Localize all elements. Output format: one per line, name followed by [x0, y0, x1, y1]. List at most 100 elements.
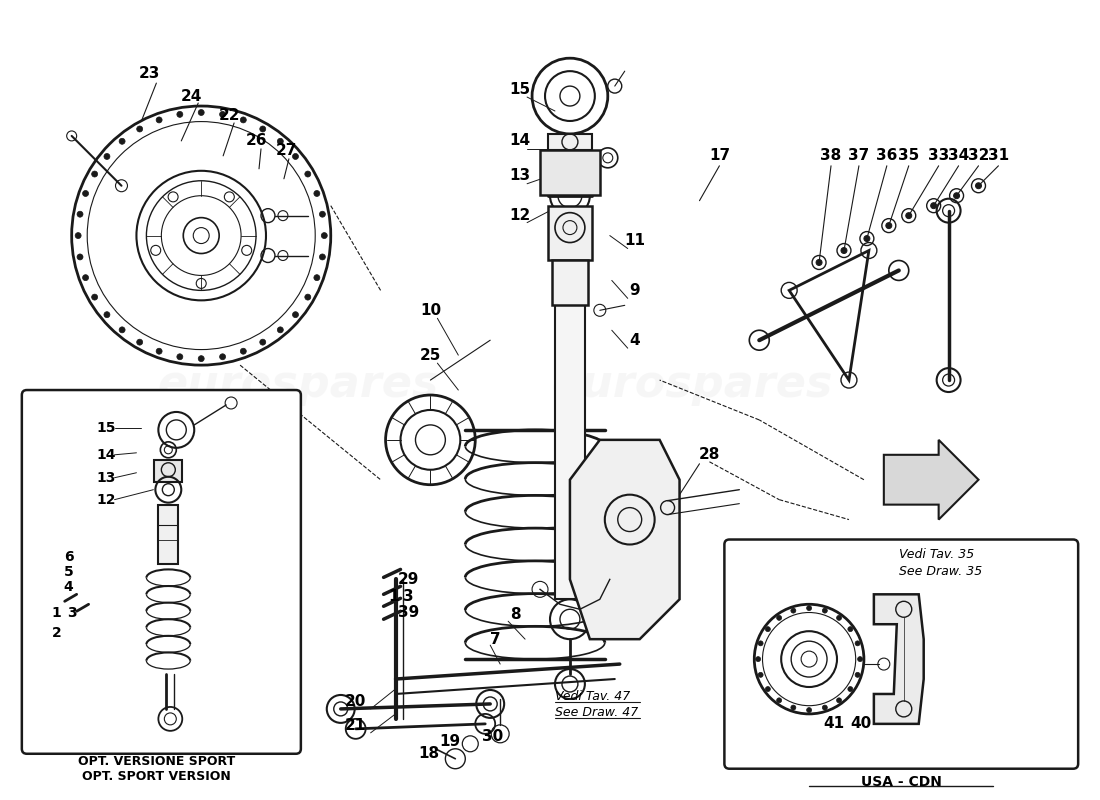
Circle shape — [806, 606, 812, 610]
Text: 23: 23 — [139, 66, 161, 81]
Circle shape — [77, 211, 82, 217]
Circle shape — [156, 117, 162, 123]
Text: 12: 12 — [97, 493, 117, 506]
Text: 3: 3 — [404, 589, 414, 604]
Circle shape — [319, 254, 326, 260]
Circle shape — [842, 247, 847, 254]
Text: 1: 1 — [52, 606, 62, 620]
Circle shape — [758, 672, 763, 678]
Text: 13: 13 — [509, 168, 530, 183]
Bar — [548, 206, 592, 261]
Text: 30: 30 — [482, 730, 503, 744]
Text: 9: 9 — [629, 283, 640, 298]
Circle shape — [91, 294, 98, 300]
Circle shape — [260, 126, 266, 132]
Circle shape — [319, 211, 326, 217]
Circle shape — [220, 111, 225, 118]
Circle shape — [766, 686, 770, 691]
Circle shape — [954, 193, 959, 198]
Circle shape — [136, 126, 143, 132]
Text: 11: 11 — [624, 233, 646, 248]
Circle shape — [103, 312, 110, 318]
Text: 12: 12 — [509, 208, 530, 223]
Polygon shape — [789, 250, 869, 380]
Text: 18: 18 — [418, 746, 439, 762]
Circle shape — [905, 213, 912, 218]
Text: Vedi Tav. 35: Vedi Tav. 35 — [899, 548, 974, 561]
Circle shape — [305, 171, 311, 177]
Circle shape — [864, 235, 870, 242]
Text: USA - CDN: USA - CDN — [861, 774, 942, 789]
Circle shape — [293, 154, 298, 159]
Circle shape — [321, 233, 328, 238]
Circle shape — [240, 348, 246, 354]
Circle shape — [791, 705, 795, 710]
Polygon shape — [873, 594, 924, 724]
Text: See Draw. 47: See Draw. 47 — [556, 706, 638, 719]
Bar — [158, 505, 178, 565]
Bar — [548, 134, 592, 150]
Text: 33: 33 — [928, 148, 949, 163]
Text: 4: 4 — [64, 580, 74, 594]
Circle shape — [777, 698, 782, 703]
Circle shape — [198, 356, 205, 362]
Circle shape — [293, 312, 298, 318]
Circle shape — [806, 707, 812, 713]
Bar — [552, 261, 587, 306]
Text: 29: 29 — [398, 572, 419, 587]
Text: See Draw. 35: See Draw. 35 — [899, 565, 982, 578]
Text: 14: 14 — [97, 448, 117, 462]
Circle shape — [314, 190, 320, 197]
Text: 36: 36 — [876, 148, 898, 163]
Text: 5: 5 — [64, 566, 74, 579]
Text: 22: 22 — [219, 109, 240, 123]
Circle shape — [837, 615, 842, 620]
Text: Vedi Tav. 47: Vedi Tav. 47 — [556, 690, 630, 703]
Circle shape — [766, 626, 770, 632]
Circle shape — [848, 626, 852, 632]
Circle shape — [103, 154, 110, 159]
Circle shape — [240, 117, 246, 123]
Text: 2: 2 — [52, 626, 62, 640]
Text: 1: 1 — [388, 589, 399, 604]
Text: 32: 32 — [968, 148, 989, 163]
Circle shape — [931, 202, 937, 209]
Text: 17: 17 — [708, 148, 730, 163]
Circle shape — [136, 339, 143, 345]
Circle shape — [77, 254, 82, 260]
Circle shape — [177, 354, 183, 360]
Text: 13: 13 — [97, 470, 117, 485]
Text: 20: 20 — [345, 694, 366, 710]
Circle shape — [156, 348, 162, 354]
Circle shape — [791, 608, 795, 613]
Circle shape — [177, 111, 183, 118]
Text: 14: 14 — [509, 134, 530, 149]
Circle shape — [816, 259, 822, 266]
Text: 35: 35 — [898, 148, 920, 163]
Polygon shape — [883, 440, 979, 519]
Text: eurospares: eurospares — [552, 362, 833, 406]
Text: 38: 38 — [821, 148, 842, 163]
Text: 6: 6 — [64, 550, 74, 565]
Circle shape — [976, 182, 981, 189]
Text: 27: 27 — [276, 143, 298, 158]
Circle shape — [886, 222, 892, 229]
Circle shape — [119, 327, 125, 333]
Circle shape — [220, 354, 225, 360]
Text: 3: 3 — [67, 606, 77, 620]
Circle shape — [91, 171, 98, 177]
Bar — [540, 150, 600, 194]
Text: 19: 19 — [440, 734, 461, 750]
Circle shape — [314, 274, 320, 281]
Text: eurospares: eurospares — [157, 362, 439, 406]
Text: 24: 24 — [180, 89, 202, 103]
Circle shape — [756, 657, 760, 662]
Circle shape — [758, 641, 763, 646]
Text: 21: 21 — [345, 718, 366, 734]
Circle shape — [855, 641, 860, 646]
Text: 10: 10 — [420, 303, 441, 318]
Circle shape — [837, 698, 842, 703]
Circle shape — [855, 672, 860, 678]
Polygon shape — [570, 440, 680, 639]
Text: 39: 39 — [398, 605, 419, 620]
